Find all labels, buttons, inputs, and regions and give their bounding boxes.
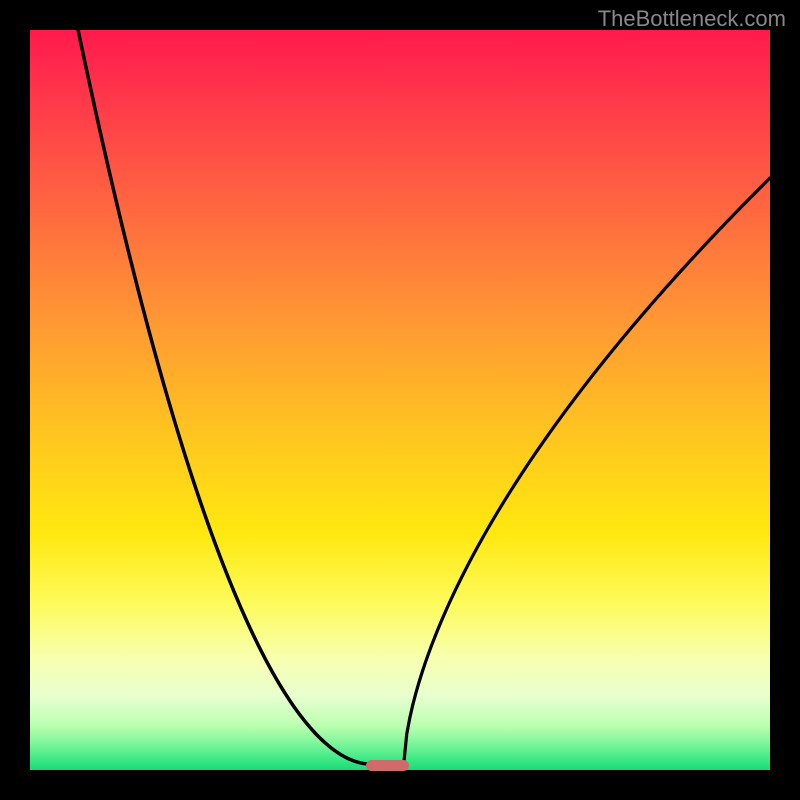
watermark-text: TheBottleneck.com [598,6,786,32]
chart-frame: TheBottleneck.com [0,0,800,800]
gradient-background [30,30,770,770]
minimum-marker [366,760,409,772]
plot-area [30,30,770,770]
plot-svg [30,30,770,770]
